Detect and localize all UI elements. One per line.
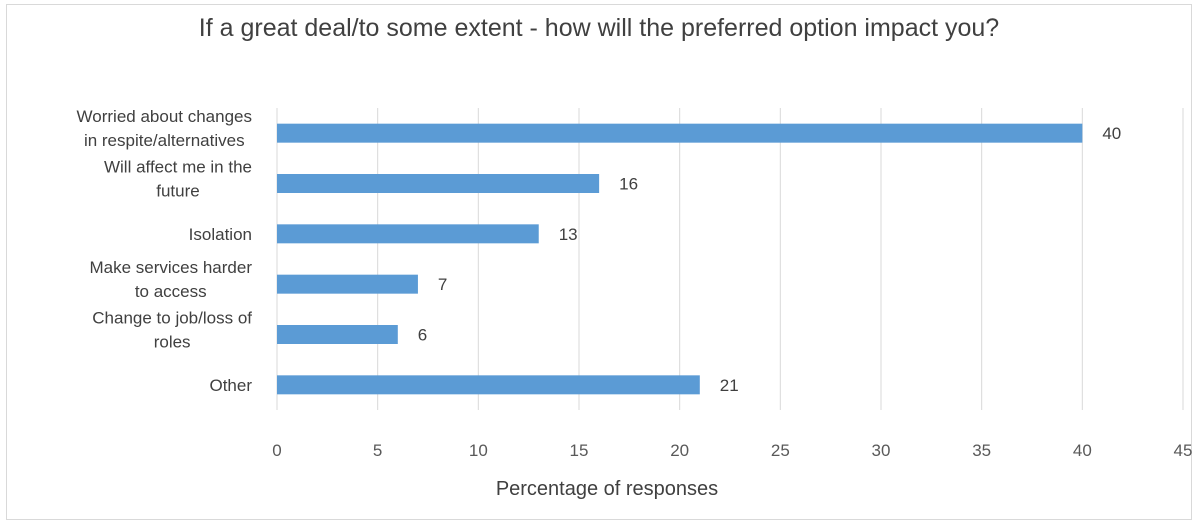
data-label: 21 <box>720 376 739 395</box>
data-label: 40 <box>1102 124 1121 143</box>
data-label: 16 <box>619 175 638 194</box>
x-tick-label: 5 <box>373 441 382 460</box>
x-tick-label: 0 <box>272 441 281 460</box>
bar <box>277 325 398 344</box>
bar <box>277 274 418 294</box>
chart-frame <box>6 4 1192 520</box>
x-tick-label: 20 <box>670 441 689 460</box>
x-tick-label: 10 <box>469 441 488 460</box>
category-label: Other <box>209 376 252 395</box>
x-tick-label: 45 <box>1174 441 1193 460</box>
data-label: 7 <box>438 275 447 294</box>
bar <box>277 174 600 193</box>
x-tick-label: 30 <box>872 441 891 460</box>
x-tick-label: 25 <box>771 441 790 460</box>
chart-title: If a great deal/to some extent - how wil… <box>198 14 1000 42</box>
data-label: 6 <box>418 326 427 345</box>
category-label: Make services harder to access <box>89 258 252 301</box>
data-label: 13 <box>559 225 578 244</box>
x-tick-label: 40 <box>1073 441 1092 460</box>
x-tick-label: 15 <box>570 441 589 460</box>
category-label: Worried about changes in respite/alternat… <box>77 107 252 150</box>
category-label: Change to job/loss of roles <box>92 309 252 352</box>
category-label: Will affect me in the future <box>104 158 252 201</box>
x-axis-title: Percentage of responses <box>496 478 718 500</box>
bar <box>277 123 1083 143</box>
category-label: Isolation <box>189 225 252 244</box>
bar <box>277 224 539 244</box>
bar <box>277 375 700 395</box>
x-tick-label: 35 <box>972 441 991 460</box>
